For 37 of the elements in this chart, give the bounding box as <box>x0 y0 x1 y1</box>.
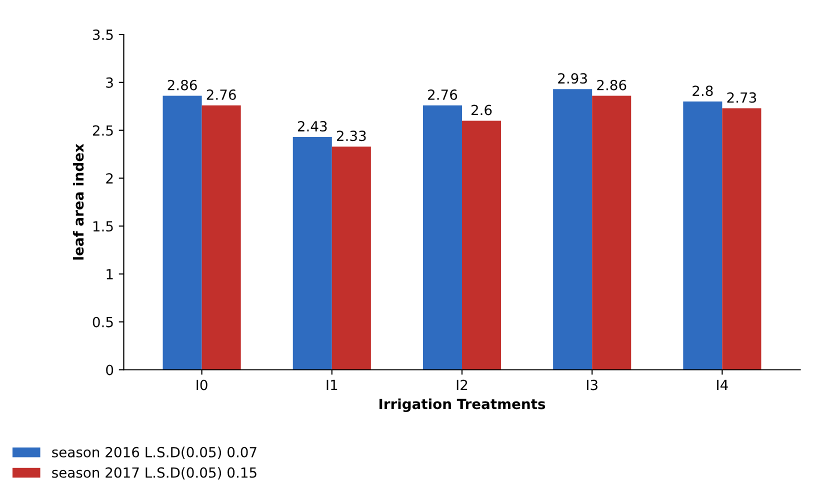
bar <box>553 89 592 370</box>
bar <box>462 120 502 370</box>
data-label: 2.86 <box>168 80 197 90</box>
bar <box>683 102 722 370</box>
data-label: 2.73 <box>727 92 756 103</box>
x-axis-title: Irrigation Treatments <box>380 398 546 412</box>
y-tick-label: 1.5 <box>93 221 113 232</box>
y-tick-label: 1 <box>106 269 113 280</box>
y-tick-label: 2 <box>106 173 113 184</box>
x-tick-label: I4 <box>717 380 728 390</box>
bar <box>332 146 371 370</box>
data-label: 2.76 <box>428 89 458 100</box>
data-label: 2.8 <box>692 86 713 96</box>
y-tick-label: 3 <box>106 77 113 88</box>
legend-label: season 2017 L.S.D(0.05) 0.15 <box>52 467 256 480</box>
bar <box>292 137 332 370</box>
x-tick-label: I1 <box>326 380 338 390</box>
x-tick-label: I2 <box>456 380 468 390</box>
y-tick-label: 0 <box>106 364 114 376</box>
bar <box>422 105 462 370</box>
x-tick-label: I3 <box>586 380 598 390</box>
bar <box>722 108 762 370</box>
data-label: 2.76 <box>206 89 236 100</box>
y-axis-title: leaf area index <box>72 144 84 260</box>
data-label: 2.33 <box>336 130 366 142</box>
bar <box>592 96 632 370</box>
data-label: 2.6 <box>471 104 492 116</box>
y-tick-label: 2.5 <box>92 125 113 136</box>
x-tick-label: I0 <box>196 380 208 390</box>
y-tick-label: 3.5 <box>93 29 113 40</box>
data-label: 2.93 <box>558 73 587 84</box>
y-tick-label: 0.5 <box>92 316 113 328</box>
bar <box>202 105 241 370</box>
legend-label: season 2016 L.S.D(0.05) 0.07 <box>52 446 256 460</box>
data-label: 2.86 <box>597 80 626 90</box>
data-label: 2.43 <box>298 121 327 132</box>
bar <box>162 96 202 370</box>
